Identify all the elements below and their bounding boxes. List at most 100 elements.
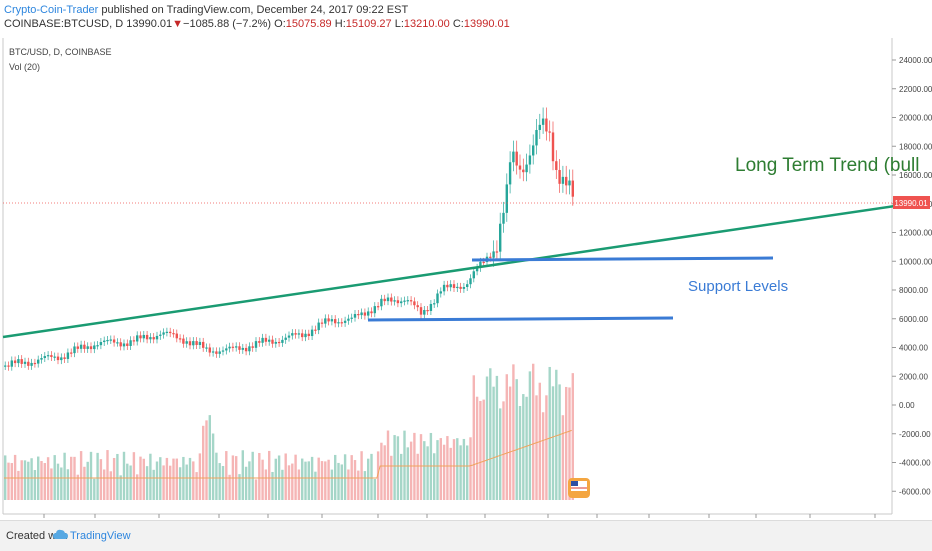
price-tick-label: 4000.00 (899, 344, 928, 353)
flag-icon (568, 478, 590, 498)
price-tick-label: 20000.00 (899, 114, 932, 123)
volume-bar (426, 446, 429, 500)
trend-annotation[interactable]: Long Term Trend (bull (735, 155, 919, 176)
volume-bar (198, 453, 202, 500)
volume-bar (7, 462, 10, 500)
candle-body (479, 261, 482, 268)
candle-body (192, 341, 195, 346)
volume-bar (400, 453, 403, 500)
volume-bar (211, 433, 215, 500)
support-annotation[interactable]: Support Levels (688, 278, 788, 295)
volume-bar (291, 463, 294, 500)
volume-bar (515, 379, 518, 500)
candle-body (482, 261, 485, 264)
volume-bar (334, 454, 337, 500)
volume-bar (132, 452, 136, 500)
candle-body (244, 347, 248, 352)
candle-body (439, 291, 442, 294)
volume-bar (76, 474, 79, 500)
candle-body (462, 287, 466, 289)
candle-body (4, 365, 7, 367)
volume-bar (343, 454, 347, 500)
candle-body (393, 300, 396, 302)
support-line-upper[interactable] (471, 256, 774, 262)
volume-bar (264, 469, 268, 500)
volume-bar (60, 467, 63, 500)
candle-body (419, 307, 423, 315)
candle-body (126, 343, 129, 346)
candle-body (518, 165, 522, 170)
volume-bar (565, 386, 568, 500)
candle-body (489, 256, 492, 258)
candle-body (360, 312, 363, 316)
volume-bar (17, 470, 20, 500)
candle-body (426, 310, 429, 312)
candle-body (499, 223, 502, 252)
volume-bar (548, 366, 551, 500)
candle-body (307, 333, 310, 337)
candle-body (413, 301, 416, 306)
candle-body (50, 355, 53, 357)
tradingview-logo-icon[interactable] (53, 529, 68, 541)
candle-body (142, 334, 145, 339)
candle-body (449, 284, 452, 288)
volume-bar (155, 461, 159, 500)
volume-bar (409, 441, 413, 500)
volume-bar (475, 396, 479, 500)
time-axis-labels[interactable]: Aug14Sep18Oct16Nov14Dec18201815Feb14Mar1… (37, 514, 880, 520)
candle-body (46, 355, 50, 357)
trend-line[interactable] (2, 204, 896, 339)
volume-bar (561, 415, 565, 500)
price-change: −1085.88 (−7.2%) (183, 18, 272, 30)
candles (4, 107, 574, 371)
close-value: 13990.01 (463, 18, 510, 30)
volume-bar (532, 363, 535, 500)
candle-body (571, 180, 574, 197)
volume-bar (119, 475, 122, 500)
volume-bar (294, 454, 297, 500)
price-tick-label: -6000.00 (899, 487, 931, 496)
volume-bar (419, 434, 423, 500)
volume-bar (558, 384, 561, 500)
candle-body (132, 340, 136, 342)
volume-bar (380, 442, 383, 500)
candle-body (7, 365, 10, 367)
volume-bar (505, 374, 508, 500)
volume-bar (571, 373, 574, 500)
volume-bar (109, 471, 112, 500)
candle-body (301, 333, 304, 338)
support-line-lower[interactable] (367, 316, 674, 322)
candle-body (66, 352, 70, 359)
tradingview-link[interactable]: TradingView (70, 530, 131, 542)
candle-body (238, 346, 241, 350)
candle-body (492, 251, 495, 258)
volume-bar (456, 438, 459, 500)
ohlc-line: COINBASE:BTCUSD, D 13990.01▼−1085.88 (−7… (4, 18, 510, 30)
publisher-link[interactable]: Crypto-Coin-Trader (4, 4, 99, 16)
candle-body (169, 331, 172, 334)
volume-bar (162, 465, 165, 500)
candle-body (502, 212, 505, 224)
volume-bar (159, 457, 162, 500)
candle-body (406, 300, 409, 302)
volume-bar (327, 459, 330, 500)
volume-bar (271, 471, 274, 500)
volume-bar (386, 430, 390, 500)
volume-bar (145, 466, 149, 500)
candle-body (33, 362, 37, 365)
candle-body (403, 300, 406, 302)
candle-body (561, 176, 565, 184)
price-chart[interactable]: Long Term Trend (bull Support Levels BTC… (0, 36, 932, 520)
volume-bar (261, 459, 264, 500)
volume-bar (462, 438, 466, 500)
volume-bar (383, 445, 386, 500)
volume-bar (337, 462, 340, 500)
candle-body (304, 333, 307, 338)
volume-bar (93, 478, 96, 500)
volume-bar (287, 465, 291, 500)
volume-bar (307, 461, 310, 500)
candle-body (337, 322, 340, 324)
volume-bar (169, 465, 172, 500)
price-tick-label: 6000.00 (899, 315, 928, 324)
candle-body (106, 339, 109, 342)
